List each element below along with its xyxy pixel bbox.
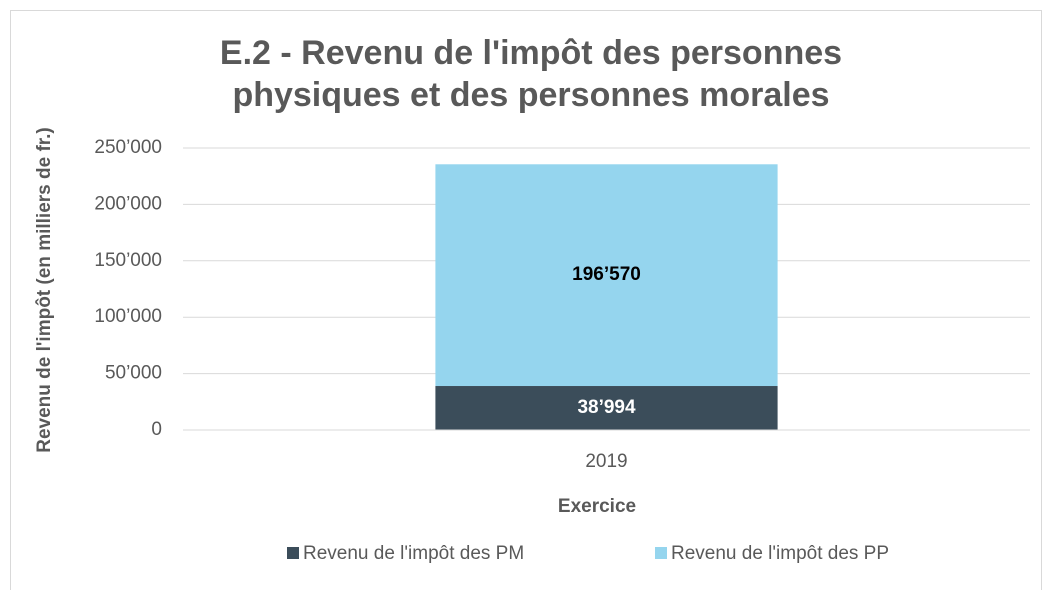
legend-swatch xyxy=(287,547,299,559)
y-tick-label: 250’000 xyxy=(94,137,162,158)
y-tick-label: 100’000 xyxy=(94,306,162,327)
legend-swatch xyxy=(655,547,667,559)
chart-title: E.2 - Revenu de l'impôt des personnes xyxy=(220,34,842,72)
legend-label: Revenu de l'impôt des PM xyxy=(303,543,524,564)
bar-segment xyxy=(435,386,778,430)
y-axis-label: Revenu de l'impôt (en milliers de fr.) xyxy=(34,127,55,452)
x-axis-label: Exercice xyxy=(558,496,636,517)
y-tick-label: 200’000 xyxy=(94,193,162,214)
data-label: 196’570 xyxy=(572,264,641,285)
chart-title: physiques et des personnes morales xyxy=(232,76,829,114)
y-tick-label: 0 xyxy=(151,419,162,440)
y-tick-label: 150’000 xyxy=(94,250,162,271)
y-tick-label: 50’000 xyxy=(105,363,162,384)
x-tick-label: 2019 xyxy=(585,451,627,472)
legend-label: Revenu de l'impôt des PP xyxy=(671,543,889,564)
bar-segment xyxy=(435,164,778,387)
data-label: 38’994 xyxy=(577,397,636,418)
